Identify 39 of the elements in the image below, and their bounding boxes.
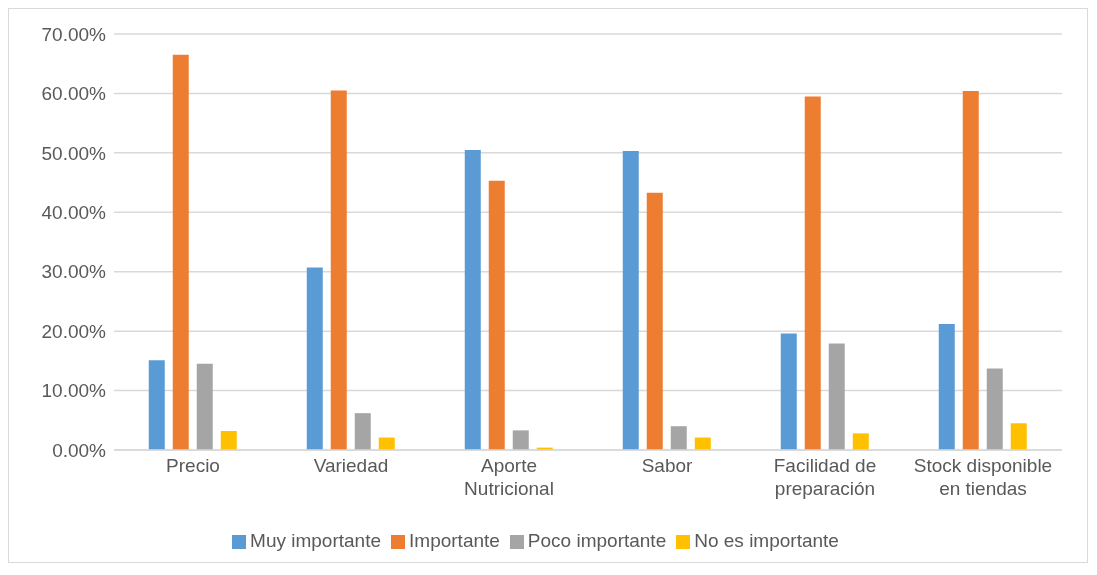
y-tick-label: 40.00% [41,202,107,224]
x-tick-label: Precio [166,455,220,476]
y-tick-label: 70.00% [41,23,107,45]
x-tick-label: Variedad [313,455,389,476]
bar [330,90,347,450]
bar [938,324,955,450]
y-tick-label: 0.00% [52,439,107,461]
bar [780,333,797,450]
bar [196,363,213,450]
x-tick-label: Aporte Nutricional [464,455,554,499]
y-tick-label: 30.00% [41,261,107,283]
bar [622,151,639,450]
bar [986,368,1003,450]
bar [852,433,869,450]
bar [148,360,165,450]
bar [488,180,505,450]
x-tick-label: Stock disponible en tiendas [913,455,1053,499]
legend-label: No es importante [694,530,839,551]
y-tick-label: 20.00% [41,320,107,342]
bar [512,430,529,450]
y-tick-label: 60.00% [41,83,107,105]
legend-label: Importante [409,530,500,551]
legend-label: Poco importante [527,530,667,551]
bar [172,54,189,450]
bar [804,96,821,450]
bar [828,343,845,450]
bar [1010,423,1027,450]
bar [962,91,979,450]
bar [646,192,663,450]
bar [354,413,371,450]
x-tick-label: Sabor [641,455,694,476]
y-tick-label: 10.00% [41,380,107,402]
bar [670,426,687,450]
y-tick-label: 50.00% [41,142,107,164]
bar [464,149,481,450]
x-tick-label: Facilidad de preparación [773,455,877,499]
bar [306,267,323,450]
legend-label: Muy importante [250,530,382,551]
bar [220,430,237,450]
